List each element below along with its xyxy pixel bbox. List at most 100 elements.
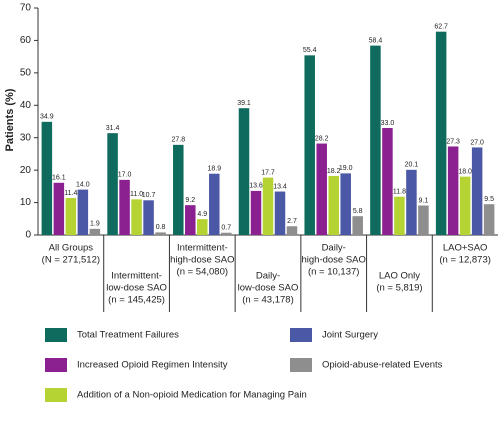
bar <box>352 216 363 235</box>
value-label: 27.3 <box>446 138 460 145</box>
bar <box>209 173 220 235</box>
bar <box>316 143 327 235</box>
bar <box>173 144 184 235</box>
bar <box>197 219 208 235</box>
x-tick-label: Intermittent- <box>177 243 228 254</box>
bar <box>89 228 101 235</box>
x-tick-label: Daily- <box>322 243 346 254</box>
y-tick-label: 20 <box>20 165 32 176</box>
value-label: 16.1 <box>52 175 66 182</box>
x-tick-label: Intermittent- <box>111 271 162 282</box>
bar <box>107 133 118 235</box>
y-tick-label: 30 <box>20 132 32 143</box>
value-label: 18.2 <box>327 168 341 175</box>
bar <box>459 176 471 235</box>
y-axis-label: Patients (%) <box>4 88 16 151</box>
value-label: 17.0 <box>118 172 132 179</box>
y-tick-label: 60 <box>20 35 32 46</box>
x-tick-label: low-dose SAO <box>238 283 299 294</box>
legend-label: Increased Opioid Regimen Intensity <box>77 360 228 371</box>
value-label: 18.9 <box>207 166 221 173</box>
x-tick-label: high-dose SAO <box>301 255 365 266</box>
bar <box>131 199 142 235</box>
bar <box>340 173 351 235</box>
value-label: 19.0 <box>339 165 353 172</box>
bar <box>155 232 166 235</box>
value-label: 18.0 <box>458 168 472 175</box>
bar <box>238 108 250 235</box>
x-tick-label: high-dose SAO <box>170 255 234 266</box>
x-tick-label: LAO Only <box>379 271 420 282</box>
bar <box>304 55 315 235</box>
bar <box>286 226 298 235</box>
value-label: 9.2 <box>185 197 195 204</box>
bar <box>274 191 286 235</box>
x-tick-label: (n = 145,425) <box>108 295 165 306</box>
value-label: 5.8 <box>353 208 363 215</box>
value-label: 11.8 <box>393 189 406 196</box>
value-label: 9.5 <box>484 196 494 203</box>
value-label: 28.2 <box>315 135 329 142</box>
x-tick-label: All Groups <box>49 243 94 254</box>
bar <box>262 177 274 235</box>
value-label: 20.1 <box>405 162 419 169</box>
bar <box>447 146 459 235</box>
value-label: 1.9 <box>90 221 100 228</box>
x-tick-label: (n = 12,873) <box>439 255 491 266</box>
value-label: 31.4 <box>106 125 120 132</box>
bar <box>119 179 130 235</box>
x-tick-label: (n = 54,080) <box>177 267 229 278</box>
bar <box>41 121 53 235</box>
x-tick-label: Daily- <box>256 271 280 282</box>
bar <box>143 200 154 235</box>
bar <box>435 31 447 236</box>
bar <box>382 127 393 235</box>
bar <box>53 182 65 235</box>
legend-label: Addition of a Non-opioid Medication for … <box>77 390 307 401</box>
bar <box>328 175 339 235</box>
value-label: 27.8 <box>171 137 185 144</box>
value-label: 33.0 <box>381 120 395 127</box>
bar <box>77 189 89 235</box>
value-label: 58.4 <box>369 37 383 44</box>
value-label: 27.0 <box>470 139 484 146</box>
bar <box>406 169 417 235</box>
x-tick-label: (n = 43,178) <box>242 295 294 306</box>
legend-label: Total Treatment Failures <box>77 330 179 341</box>
bar <box>471 147 483 235</box>
value-label: 14.0 <box>76 181 90 188</box>
x-tick-label: LAO+SAO <box>443 243 488 254</box>
bar <box>370 45 381 235</box>
y-tick-label: 50 <box>20 67 32 78</box>
value-label: 9.1 <box>419 197 429 204</box>
x-tick-label: (n = 5,819) <box>376 283 422 294</box>
value-label: 55.4 <box>303 47 317 54</box>
value-label: 11.0 <box>130 191 143 198</box>
value-label: 13.4 <box>273 183 287 190</box>
bar <box>418 205 429 235</box>
bar <box>65 198 77 235</box>
bar <box>185 205 196 235</box>
y-tick-label: 10 <box>20 197 32 208</box>
legend-swatch <box>45 388 67 402</box>
value-label: 2.7 <box>287 218 297 225</box>
bar <box>250 190 262 235</box>
legend-swatch <box>290 358 312 372</box>
bar <box>483 204 495 235</box>
y-tick-label: 70 <box>20 3 32 14</box>
legend-swatch <box>45 358 67 372</box>
value-label: 13.6 <box>249 183 263 190</box>
value-label: 0.7 <box>221 225 231 232</box>
value-label: 62.7 <box>434 24 448 31</box>
value-label: 17.7 <box>261 169 275 176</box>
bar <box>394 196 405 235</box>
value-label: 4.9 <box>197 211 207 218</box>
value-label: 10.7 <box>142 192 156 199</box>
legend-swatch <box>290 328 312 342</box>
legend-label: Joint Surgery <box>322 330 378 341</box>
x-tick-label: (N = 271,512) <box>42 255 100 266</box>
value-label: 39.1 <box>237 100 251 107</box>
bar <box>221 232 232 235</box>
x-tick-label: low-dose SAO <box>106 283 167 294</box>
